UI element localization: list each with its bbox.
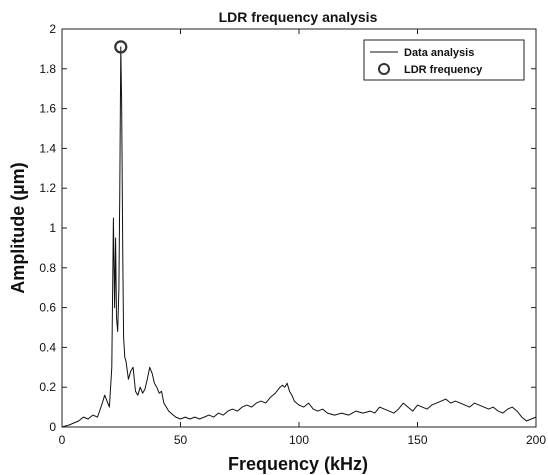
y-tick-label: 1.6 [39, 102, 56, 116]
chart-title: LDR frequency analysis [219, 9, 378, 25]
legend-box [363, 39, 525, 81]
legend-label-ldr-frequency: LDR frequency [404, 64, 483, 76]
y-tick-label: 0.8 [39, 261, 56, 275]
legend: Data analysis LDR frequency [363, 39, 525, 81]
series-line-data-analysis [61, 46, 537, 428]
y-tick-label: 0.2 [39, 380, 56, 394]
x-tick-label: 0 [59, 433, 66, 447]
x-tick-label: 200 [526, 433, 546, 447]
x-tick-label: 150 [407, 433, 427, 447]
legend-marker-swatch [378, 63, 390, 75]
y-tick-label: 1.2 [39, 181, 56, 195]
y-tick-label: 1.4 [39, 141, 56, 155]
x-tick-label: 50 [174, 433, 188, 447]
ldr-frequency-marker [114, 40, 128, 54]
plot-area: 0 50 100 150 200 0 0.2 0.4 0.6 0.8 1 1.2 1.4 1.6 1.8 2 [39, 22, 546, 447]
y-tick-label: 1 [49, 221, 56, 235]
y-tick-label: 0 [49, 420, 56, 434]
y-axis-label: Amplitude (µm) [8, 162, 28, 293]
y-tick-label: 0.6 [39, 301, 56, 315]
y-tick-label: 1.8 [39, 62, 56, 76]
x-tick-label: 100 [289, 433, 309, 447]
x-axis-label: Frequency (kHz) [228, 454, 368, 474]
y-tick-label: 2 [49, 22, 56, 36]
legend-label-data-analysis: Data analysis [404, 47, 474, 59]
y-tick-label: 0.4 [39, 340, 56, 354]
